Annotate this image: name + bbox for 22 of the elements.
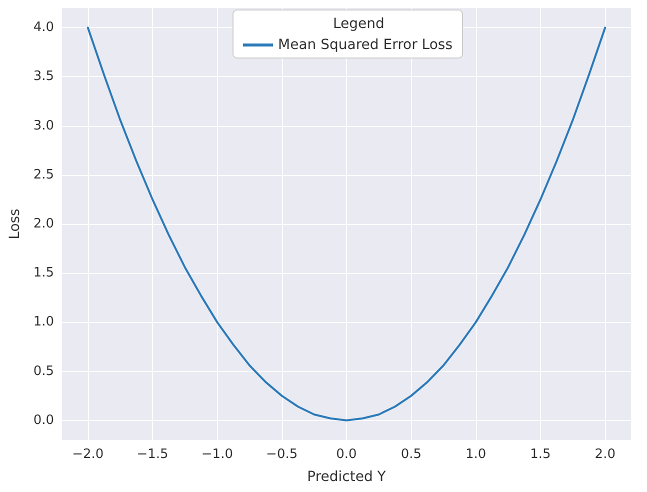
y-tick-label: 1.0 bbox=[33, 314, 54, 330]
x-tick-label: 1.5 bbox=[530, 447, 551, 462]
x-tick-label: 1.0 bbox=[465, 447, 486, 462]
x-tick-label: −1.5 bbox=[136, 447, 168, 462]
x-tick-label: −0.5 bbox=[266, 447, 298, 462]
legend-title: Legend bbox=[333, 16, 384, 32]
x-tick-label: −2.0 bbox=[72, 447, 104, 462]
legend-label: Mean Squared Error Loss bbox=[278, 37, 453, 53]
y-tick-label: 2.0 bbox=[33, 216, 54, 232]
y-tick-label: 1.5 bbox=[33, 266, 54, 281]
y-tick-label: 3.5 bbox=[33, 69, 54, 84]
x-tick-label: 2.0 bbox=[594, 447, 616, 462]
x-tick-label: −1.0 bbox=[201, 447, 233, 462]
x-axis-title: Predicted Y bbox=[307, 469, 386, 485]
y-tick-label: 4.0 bbox=[33, 20, 54, 36]
y-tick-label: 0.5 bbox=[33, 364, 54, 379]
y-tick-label: 2.5 bbox=[33, 167, 54, 182]
y-tick-label: 3.0 bbox=[33, 118, 54, 134]
x-tick-label: 0.5 bbox=[400, 447, 422, 462]
y-tick-label: 0.0 bbox=[33, 412, 54, 428]
y-axis-title: Loss bbox=[7, 208, 23, 240]
x-tick-label: 0.0 bbox=[336, 447, 357, 462]
